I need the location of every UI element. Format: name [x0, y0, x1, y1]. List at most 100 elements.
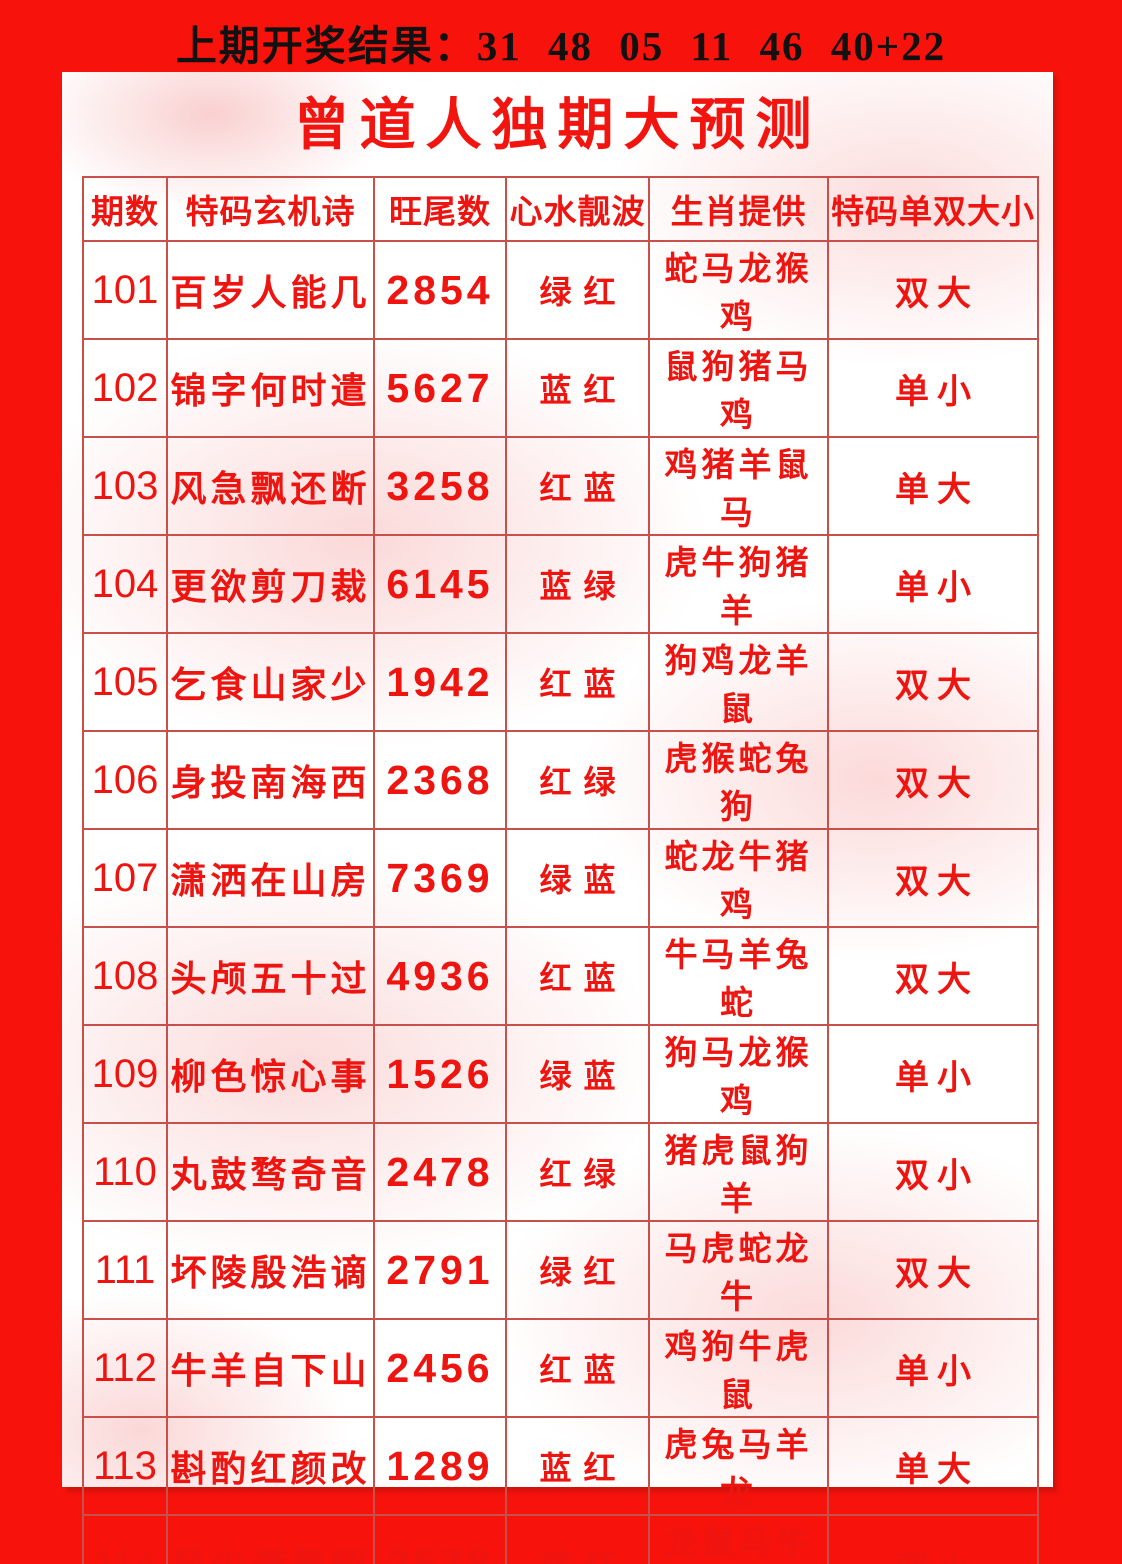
- period-number-cell: 105: [82, 632, 168, 732]
- table-row: 105 乞食山家少 1942 红蓝 狗鸡龙羊鼠 双大: [82, 632, 1039, 732]
- mystery-poem-cell: 丸鼓骛奇音: [166, 1122, 375, 1222]
- wave-colors-cell: 蓝红: [505, 1416, 650, 1516]
- mystery-poem-cell: 更欲剪刀裁: [166, 534, 375, 634]
- mystery-poem-cell: 潇洒在山房: [166, 828, 375, 928]
- zodiac-signs-cell: 蛇龙牛猪鸡: [648, 828, 829, 928]
- odd-even-big-small-cell: 双大: [827, 730, 1039, 830]
- odd-even-big-small-cell: 单大: [827, 436, 1039, 536]
- wave-colors-cell: 蓝绿: [505, 534, 650, 634]
- wave-colors-cell: 红蓝: [505, 926, 650, 1026]
- odd-even-big-small-cell: 双大: [827, 926, 1039, 1026]
- lucky-tail-numbers-cell: 1942: [373, 632, 507, 732]
- column-header-prediction: 特码单双大小: [827, 176, 1039, 242]
- lucky-tail-numbers-cell: 1289: [373, 1416, 507, 1516]
- zodiac-signs-cell: 蛇马龙猴鸡: [648, 240, 829, 340]
- zodiac-signs-cell: 牛马羊兔蛇: [648, 926, 829, 1026]
- column-header-waves: 心水靓波: [505, 176, 650, 242]
- column-header-poem: 特码玄机诗: [166, 176, 375, 242]
- table-row: 102 锦字何时遣 5627 蓝红 鼠狗猪马鸡 单小: [82, 338, 1039, 438]
- lucky-tail-numbers-cell: 2791: [373, 1220, 507, 1320]
- period-number-cell: 106: [82, 730, 168, 830]
- period-number-cell: 113: [82, 1416, 168, 1516]
- odd-even-big-small-cell: 双大: [827, 1220, 1039, 1320]
- zodiac-signs-cell: 虎兔马羊龙: [648, 1416, 829, 1516]
- wave-colors-cell: 绿蓝: [505, 828, 650, 928]
- period-number-cell: 108: [82, 926, 168, 1026]
- wave-colors-cell: 红蓝: [505, 632, 650, 732]
- zodiac-signs-cell: 虎猴蛇兔狗: [648, 730, 829, 830]
- table-row: 106 身投南海西 2368 红绿 虎猴蛇兔狗 双大: [82, 730, 1039, 830]
- table-header-row: 期数 特码玄机诗 旺尾数 心水靓波 生肖提供 特码单双大小: [82, 176, 1039, 242]
- wave-colors-cell: 红绿: [505, 730, 650, 830]
- previous-draw-result-banner: 上期开奖结果：31 48 05 11 46 40+22: [175, 23, 947, 69]
- period-number-cell: 103: [82, 436, 168, 536]
- wave-colors-cell: 蓝红: [505, 338, 650, 438]
- period-number-cell: 102: [82, 338, 168, 438]
- lucky-tail-numbers-cell: 2478: [373, 1122, 507, 1222]
- period-number-cell: 114: [82, 1514, 168, 1564]
- mystery-poem-cell: 头颅五十过: [166, 926, 375, 1026]
- odd-even-big-small-cell: 双小: [827, 1122, 1039, 1222]
- table-row: 110 丸鼓骛奇音 2478 红绿 猪虎鼠狗羊 双小: [82, 1122, 1039, 1222]
- zodiac-signs-cell: 鼠狗猪马鸡: [648, 338, 829, 438]
- table-body: 101 百岁人能几 2854 绿红 蛇马龙猴鸡 双大 102 锦字何时遣 5627 蓝红 鼠狗猪马鸡…: [82, 240, 1039, 1564]
- mystery-poem-cell: 风急飘还断: [166, 436, 375, 536]
- period-number-cell: 110: [82, 1122, 168, 1222]
- lucky-tail-numbers-cell: 2456: [373, 1318, 507, 1418]
- lucky-tail-numbers-cell: 7369: [373, 828, 507, 928]
- period-number-cell: 104: [82, 534, 168, 634]
- zodiac-signs-cell: 马虎蛇龙牛: [648, 1220, 829, 1320]
- mystery-poem-cell: 坏陵殷浩谪: [166, 1220, 375, 1320]
- mystery-poem-cell: 百岁人能几: [166, 240, 375, 340]
- odd-even-big-small-cell: 双大: [827, 632, 1039, 732]
- odd-even-big-small-cell: 单小: [827, 338, 1039, 438]
- table-row: 112 牛羊自下山 2456 红蓝 鸡狗牛虎鼠 单小: [82, 1318, 1039, 1418]
- odd-even-big-small-cell: 双大: [827, 828, 1039, 928]
- wave-colors-cell: 红蓝: [505, 1318, 650, 1418]
- prediction-table: 期数 特码玄机诗 旺尾数 心水靓波 生肖提供 特码单双大小 101 百岁人能几 2854 绿红蛇…: [82, 176, 1039, 1564]
- wave-colors-cell: 红绿: [505, 1122, 650, 1222]
- zodiac-signs-cell: 狗鸡龙羊鼠: [648, 632, 829, 732]
- lucky-tail-numbers-cell: 2368: [373, 730, 507, 830]
- zodiac-signs-cell: 虎牛狗猪羊: [648, 534, 829, 634]
- lucky-tail-numbers-cell: 3258: [373, 436, 507, 536]
- table-row: 101 百岁人能几 2854 绿红 蛇马龙猴鸡 双大: [82, 240, 1039, 340]
- odd-even-big-small-cell: 双大: [827, 240, 1039, 340]
- odd-even-big-small-cell: 单小: [827, 1318, 1039, 1418]
- wave-colors-cell: 绿红: [505, 240, 650, 340]
- mystery-poem-cell: 柳色惊心事: [166, 1024, 375, 1124]
- period-number-cell: 111: [82, 1220, 168, 1320]
- mystery-poem-cell: 锦字何时遣: [166, 338, 375, 438]
- odd-even-big-small-cell: 单小: [827, 1024, 1039, 1124]
- zodiac-signs-cell: 猪虎鼠狗羊: [648, 1122, 829, 1222]
- column-header-period: 期数: [82, 176, 168, 242]
- mystery-poem-cell: 牛羊自下山: [166, 1318, 375, 1418]
- period-number-cell: 112: [82, 1318, 168, 1418]
- mystery-poem-cell: 乞食山家少: [166, 632, 375, 732]
- lucky-tail-numbers-cell: 2578: [373, 1514, 507, 1564]
- table-row: 109 柳色惊心事 1526 绿蓝 狗马龙猴鸡 单小: [82, 1024, 1039, 1124]
- table-row: 107 潇洒在山房 7369 绿蓝 蛇龙牛猪鸡 双大: [82, 828, 1039, 928]
- zodiac-signs-cell: 鸡猪羊鼠马: [648, 436, 829, 536]
- period-number-cell: 107: [82, 828, 168, 928]
- prediction-panel: 曾道人独期大预测 期数 特码玄机诗 旺尾数 心水靓波 生肖提供 特码单双大小 101 百岁人…: [62, 72, 1053, 1564]
- period-number-cell: 109: [82, 1024, 168, 1124]
- table-row: 104 更欲剪刀裁 6145 蓝绿 虎牛狗猪羊 单小: [82, 534, 1039, 634]
- table-row: 113 斟酌红颜改 1289 蓝红 虎兔马羊龙 单大: [82, 1416, 1039, 1516]
- wave-colors-cell: 蓝红: [505, 1514, 650, 1564]
- lucky-tail-numbers-cell: 1526: [373, 1024, 507, 1124]
- table-row: 108 头颅五十过 4936 红蓝 牛马羊兔蛇 双大: [82, 926, 1039, 1026]
- zodiac-signs-cell: 鸡狗牛虎鼠: [648, 1318, 829, 1418]
- lucky-tail-numbers-cell: 2854: [373, 240, 507, 340]
- mystery-poem-cell: 斟酌红颜改: [166, 1416, 375, 1516]
- odd-even-big-small-cell: 单大: [827, 1416, 1039, 1516]
- zodiac-signs-cell: 龙鼠马牛鸡: [648, 1514, 829, 1564]
- table-row: 114风尘满黑貂2578蓝红龙鼠马牛鸡双小: [82, 1514, 1039, 1564]
- column-header-zodiac: 生肖提供: [648, 176, 829, 242]
- page-title: 曾道人独期大预测: [293, 95, 822, 157]
- column-header-tails: 旺尾数: [373, 176, 507, 242]
- wave-colors-cell: 绿红: [505, 1220, 650, 1320]
- mystery-poem-cell: 风尘满黑貂: [166, 1514, 375, 1564]
- odd-even-big-small-cell: 双小: [827, 1514, 1039, 1564]
